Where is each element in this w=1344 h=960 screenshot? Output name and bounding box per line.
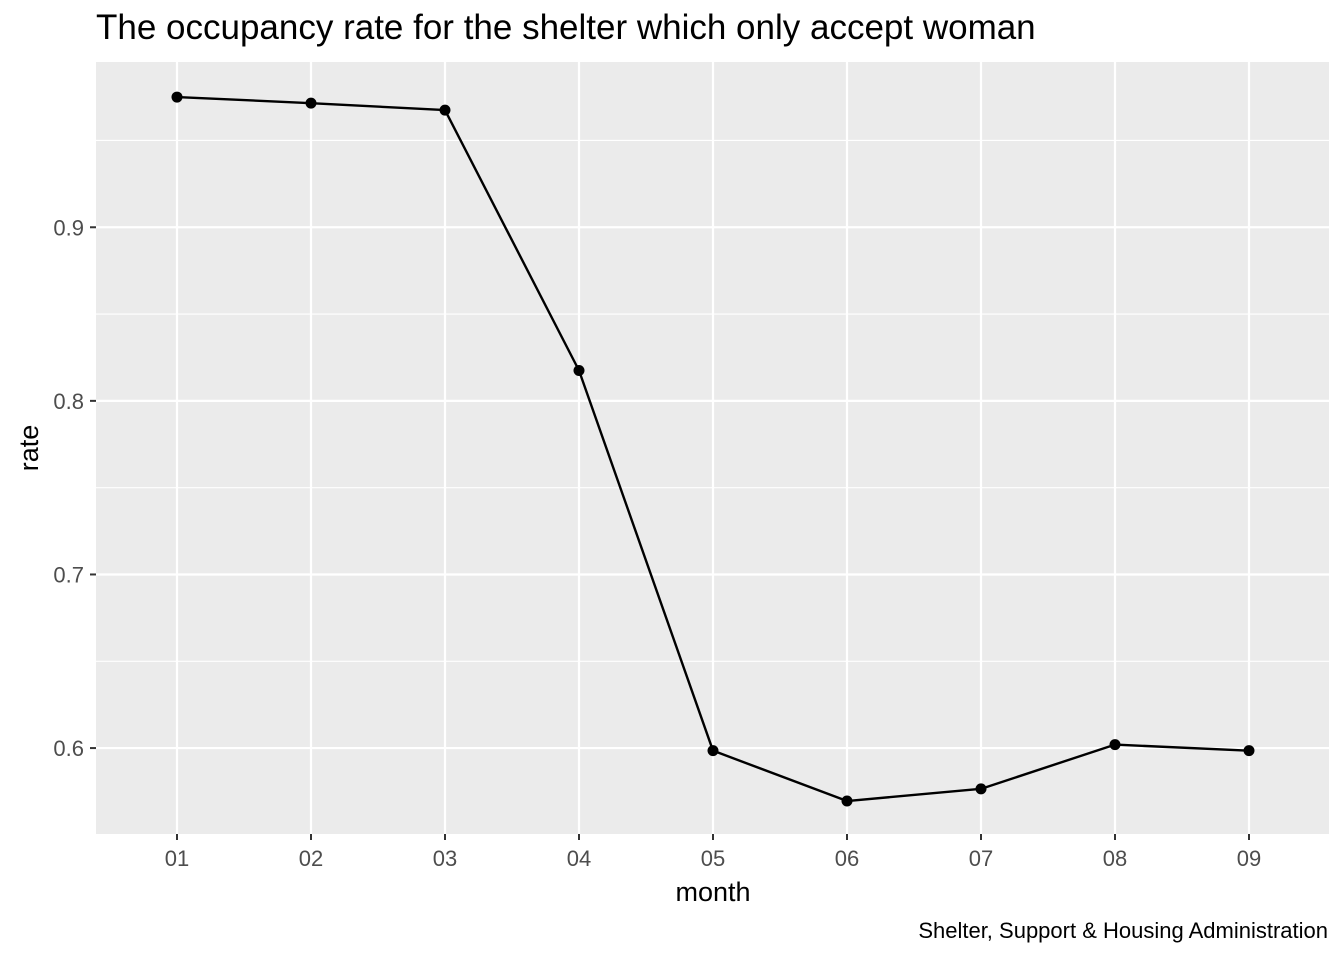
data-point: [1243, 745, 1255, 757]
chart-title: The occupancy rate for the shelter which…: [96, 8, 1036, 47]
data-point: [439, 104, 451, 116]
x-tick-label: 06: [835, 846, 859, 871]
x-tick-label: 07: [969, 846, 993, 871]
series-layer: [171, 91, 1255, 807]
x-axis-title: month: [675, 877, 750, 907]
y-tick-label: 0.6: [53, 736, 84, 761]
data-point: [305, 97, 317, 109]
y-tick-label: 0.7: [53, 562, 84, 587]
data-point: [841, 795, 853, 807]
x-tick-label: 04: [567, 846, 591, 871]
x-tick-label: 08: [1103, 846, 1127, 871]
data-point: [573, 364, 585, 376]
x-tick-label: 09: [1237, 846, 1261, 871]
major-gridlines: [96, 62, 1329, 834]
chart-caption: Shelter, Support & Housing Administratio…: [918, 918, 1328, 943]
data-point: [707, 745, 719, 757]
y-tick-label: 0.8: [53, 389, 84, 414]
y-axis-title: rate: [14, 425, 44, 472]
data-point: [975, 783, 987, 795]
x-tick-label: 02: [299, 846, 323, 871]
axis-layer: 0.6 0.7 0.8 0.9 01 02 03 04 05 06 07 08 09: [53, 215, 1261, 871]
x-tick-label: 01: [165, 846, 189, 871]
data-point: [1109, 739, 1121, 751]
data-point: [171, 91, 183, 103]
y-tick-label: 0.9: [53, 215, 84, 240]
x-tick-label: 05: [701, 846, 725, 871]
x-tick-label: 03: [433, 846, 457, 871]
